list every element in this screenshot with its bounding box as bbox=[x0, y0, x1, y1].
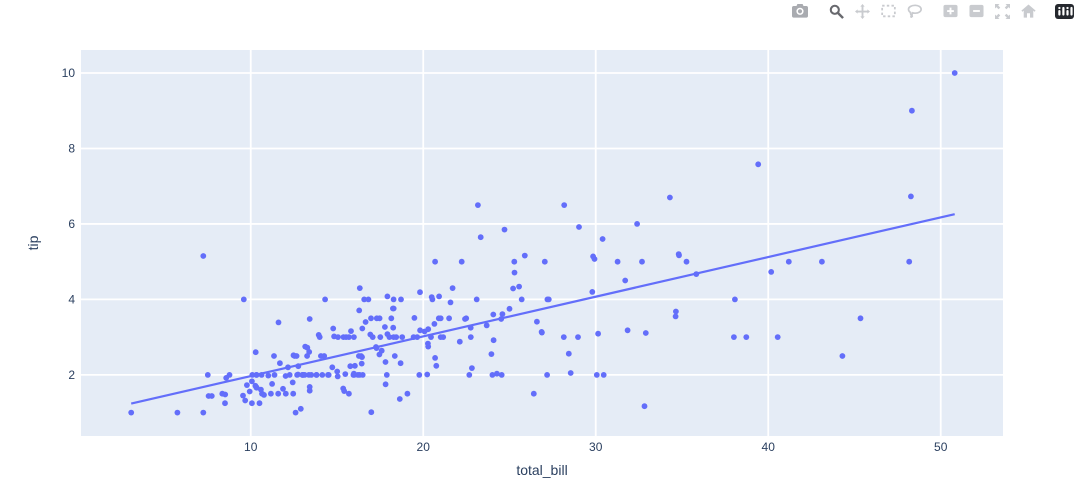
y-tick-label: 8 bbox=[68, 141, 75, 155]
download-plot-button[interactable] bbox=[787, 2, 813, 20]
dashed-box-icon bbox=[880, 4, 896, 18]
camera-icon bbox=[792, 4, 808, 18]
plotly-logo-icon bbox=[1054, 3, 1074, 19]
tick-labels: 10 20 30 40 50 2 4 6 8 10 bbox=[62, 66, 948, 454]
plot-background bbox=[81, 50, 1003, 436]
zoom-button[interactable] bbox=[823, 2, 849, 20]
y-axis-title: tip bbox=[25, 235, 41, 250]
pan-button[interactable] bbox=[849, 2, 875, 20]
minus-square-icon bbox=[968, 4, 984, 18]
ols-trendline[interactable] bbox=[130, 213, 955, 405]
autoscale-button[interactable] bbox=[989, 2, 1015, 20]
home-icon bbox=[1020, 4, 1036, 18]
lasso-icon bbox=[907, 3, 922, 18]
magnifier-icon bbox=[829, 4, 844, 19]
zoom-in-button[interactable] bbox=[937, 2, 963, 20]
zoom-out-button[interactable] bbox=[963, 2, 989, 20]
x-tick-label: 30 bbox=[589, 440, 603, 454]
pan-arrows-icon bbox=[854, 3, 870, 19]
plus-square-icon bbox=[942, 4, 958, 18]
lasso-select-button[interactable] bbox=[901, 2, 927, 20]
plotly-logo-button[interactable] bbox=[1051, 2, 1077, 20]
y-tick-label: 4 bbox=[68, 292, 75, 306]
x-tick-label: 50 bbox=[934, 440, 948, 454]
gridlines bbox=[81, 50, 1003, 436]
x-tick-label: 40 bbox=[762, 440, 776, 454]
x-tick-label: 10 bbox=[244, 440, 258, 454]
x-axis-title: total_bill bbox=[516, 462, 567, 478]
plotly-modebar bbox=[787, 2, 1077, 20]
reset-axes-button[interactable] bbox=[1015, 2, 1041, 20]
box-select-button[interactable] bbox=[875, 2, 901, 20]
y-tick-label: 2 bbox=[68, 368, 75, 382]
x-tick-label: 20 bbox=[417, 440, 431, 454]
autoscale-arrows-icon bbox=[994, 3, 1010, 19]
y-tick-label: 6 bbox=[68, 217, 75, 231]
y-tick-label: 10 bbox=[62, 66, 76, 80]
